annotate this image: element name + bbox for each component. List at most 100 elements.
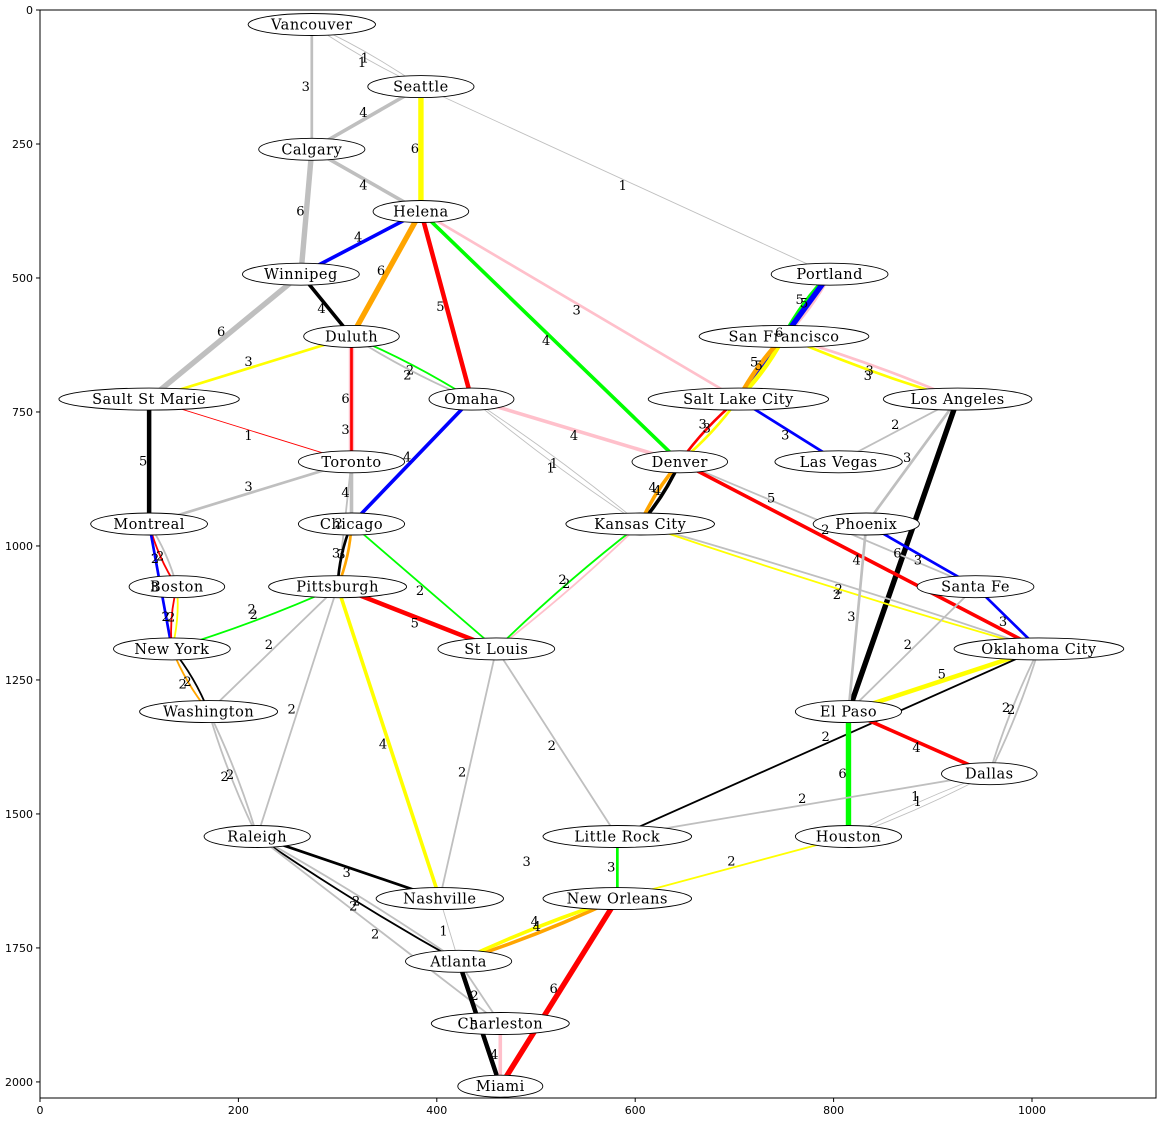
- route-weight-label: 6: [217, 325, 225, 340]
- city-label: Washington: [163, 705, 254, 721]
- route-weight-label: 1: [619, 179, 627, 194]
- route-helena-duluth-orange: [348, 208, 424, 340]
- route-denver-oklahoma-city-red: [678, 460, 1041, 651]
- y-tick-label: 250: [12, 138, 33, 151]
- city-ellipse: [258, 137, 366, 161]
- x-axis-ticks: 0 200 400 600 800 1000: [37, 1098, 1046, 1117]
- city-label: Charleston: [458, 1017, 544, 1033]
- route-edges: [146, 23, 1042, 1089]
- city-node-houston: Houston: [794, 825, 903, 848]
- city-node-seattle: Seattle: [367, 75, 475, 99]
- route-weight-label: 3: [302, 80, 310, 95]
- route-weight-label: 1: [244, 429, 252, 444]
- route-weight-label: 2: [904, 638, 912, 653]
- y-tick-label: 0: [26, 4, 33, 17]
- route-weight-label: 4: [648, 481, 656, 496]
- city-node-portland: Portland: [770, 262, 889, 286]
- route-weight-label: 4: [359, 179, 367, 194]
- route-weight-label: 2: [891, 418, 899, 433]
- route-weight-label: 5: [767, 492, 775, 507]
- city-label: Vancouver: [270, 18, 353, 34]
- route-weight-label: 6: [296, 204, 304, 219]
- city-ellipse: [565, 512, 715, 536]
- city-label: Portland: [796, 267, 863, 283]
- route-weight-label: 4: [542, 334, 550, 349]
- city-label: Nashville: [403, 892, 476, 908]
- city-ellipse: [542, 887, 693, 911]
- route-weight-label: 2: [558, 573, 566, 588]
- city-node-dallas: Dallas: [941, 762, 1038, 786]
- y-tick-label: 1750: [5, 942, 33, 955]
- route-pittsburgh-nashville-yellow: [335, 584, 442, 901]
- x-tick-label: 1000: [1018, 1104, 1046, 1117]
- city-ellipse: [297, 512, 406, 536]
- city-node-las-vegas: Las Vegas: [774, 450, 903, 474]
- route-weight-label: 1: [913, 795, 921, 810]
- route-weight-label: 2: [406, 364, 414, 379]
- city-node-kansas-city: Kansas City: [565, 512, 715, 536]
- city-label: Sault St Marie: [92, 392, 206, 408]
- y-tick-label: 1500: [5, 808, 33, 821]
- route-helena-denver-green: [419, 209, 682, 464]
- route-santa-fe-el-paso-gray: [847, 585, 977, 713]
- city-ellipse: [113, 637, 231, 661]
- city-label: San Francisco: [728, 329, 839, 345]
- city-ellipse: [375, 887, 504, 911]
- route-weight-label: 2: [248, 603, 256, 618]
- route-oklahoma-city-little-rock-black: [616, 647, 1040, 838]
- route-weight-label: 3: [903, 451, 911, 466]
- route-weight-label: 3: [332, 546, 340, 561]
- route-weight-label: 2: [403, 369, 411, 384]
- city-label: Pittsburgh: [296, 580, 379, 596]
- city-label: Helena: [393, 205, 448, 221]
- route-weight-label: 2: [226, 768, 234, 783]
- route-weight-label: 3: [244, 355, 252, 370]
- city-label: Phoenix: [835, 517, 897, 533]
- city-node-helena: Helena: [372, 200, 470, 223]
- city-ellipse: [242, 262, 360, 286]
- route-weight-label: 5: [750, 356, 758, 371]
- route-helena-omaha-red: [418, 209, 474, 402]
- route-omaha-chicago-blue: [349, 397, 474, 526]
- city-ellipse: [698, 324, 870, 348]
- route-weight-label: 2: [265, 638, 273, 653]
- city-node-oklahoma-city: Oklahoma City: [953, 637, 1125, 661]
- city-label: Raleigh: [227, 830, 287, 846]
- city-node-new-york: New York: [113, 637, 231, 661]
- route-weight-label: 4: [490, 1048, 498, 1063]
- route-weight-label: 4: [531, 915, 539, 930]
- city-node-denver: Denver: [631, 450, 729, 474]
- city-node-montreal: Montreal: [90, 512, 208, 536]
- city-label: Oklahoma City: [981, 642, 1097, 658]
- city-ellipse: [128, 575, 226, 599]
- city-label: Boston: [150, 580, 204, 596]
- route-weight-label: 4: [912, 741, 920, 756]
- city-ellipse: [542, 825, 693, 848]
- city-label: Atlanta: [429, 954, 487, 970]
- city-node-atlanta: Atlanta: [405, 949, 513, 973]
- route-weight-label: 4: [570, 429, 578, 444]
- route-kansas-city-oklahoma-city-yellow: [639, 523, 1040, 650]
- city-ellipse: [647, 387, 830, 411]
- route-weight-label: 2: [349, 899, 357, 914]
- route-omaha-kansas-city-gray: [471, 398, 641, 525]
- route-weight-label: 2: [249, 608, 257, 623]
- route-weight-label: 6: [893, 546, 901, 561]
- route-weight-label: 5: [470, 1019, 478, 1034]
- route-weight-label: 2: [156, 550, 164, 565]
- city-ellipse: [268, 575, 408, 599]
- route-weight-label: 2: [183, 675, 191, 690]
- route-weight-label: 4: [359, 106, 367, 121]
- route-weight-label: 2: [1002, 701, 1010, 716]
- route-weight-label: 6: [341, 392, 349, 407]
- city-nodes: Vancouver Seattle Calgary Helena Portland Win…: [58, 13, 1125, 1098]
- city-label: New Orleans: [567, 892, 668, 908]
- route-los-angeles-phoenix-gray: [864, 397, 959, 526]
- city-ellipse: [916, 575, 1035, 599]
- city-label: Calgary: [281, 142, 342, 158]
- route-weight-label: 3: [703, 421, 711, 436]
- city-node-little-rock: Little Rock: [542, 825, 693, 848]
- city-label: Omaha: [444, 392, 499, 408]
- route-phoenix-el-paso-gray: [847, 522, 868, 713]
- route-weight-label: 3: [699, 418, 707, 433]
